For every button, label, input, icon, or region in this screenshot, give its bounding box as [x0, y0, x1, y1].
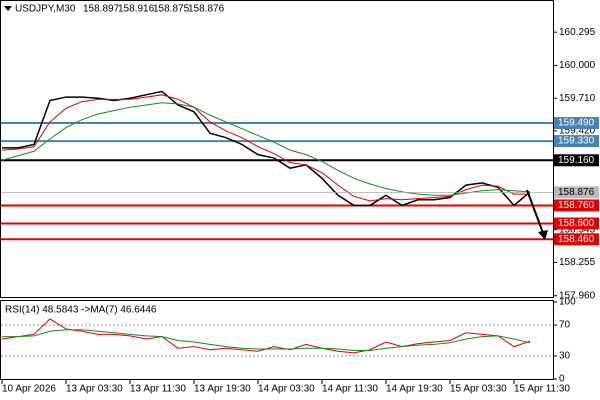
level-box: [554, 117, 599, 130]
y-tick-label: 158.255: [559, 257, 596, 268]
y-tick-label: 157.960: [559, 290, 596, 301]
series-line: [2, 90, 531, 207]
y-tick-label: 160.000: [559, 60, 596, 71]
y-tick-label: 0: [559, 374, 565, 385]
level-label: 159.330: [558, 136, 595, 147]
x-tick-label: 15 Apr 11:30: [514, 384, 570, 395]
low-price: 158.875: [153, 4, 190, 15]
series-line: [1, 102, 531, 196]
x-tick-label: 15 Apr 03:30: [450, 384, 507, 395]
x-tick-label: 14 Apr 11:30: [322, 384, 378, 395]
forecast-arrow: [526, 189, 544, 234]
x-tick-label: 10 Apr 2026: [2, 384, 56, 395]
menu-arrow: [4, 6, 12, 11]
x-tick-label: 13 Apr 11:30: [130, 384, 186, 395]
series-line: [1, 94, 530, 202]
price-frame: [0, 0, 554, 298]
level-box: [554, 135, 599, 148]
level-box: [554, 199, 599, 212]
level-label: 159.160: [558, 155, 595, 166]
rsi-frame: [0, 300, 554, 380]
x-tick-label: 14 Apr 03:30: [258, 384, 315, 395]
level-label: 158.460: [558, 234, 595, 245]
current-price-label: 158.876: [558, 187, 595, 198]
level-box: [554, 233, 599, 246]
x-tick-label: 13 Apr 19:30: [194, 384, 251, 395]
level-label: 159.490: [558, 118, 595, 129]
series-line: [2, 329, 531, 352]
close-price: 158.876: [188, 4, 225, 15]
rsi-title: RSI(14) 48.5843 ->MA(7) 46.6446: [5, 305, 157, 316]
level-box: [554, 217, 599, 230]
open-price: 158.897: [83, 4, 120, 15]
y-tick-label: 30: [559, 351, 571, 362]
level-label: 158.760: [558, 200, 595, 211]
level-label: 158.600: [558, 218, 595, 229]
y-tick-label: 160.295: [559, 27, 596, 38]
y-tick-label: 158.545: [559, 224, 596, 235]
current-price-box: [554, 186, 599, 199]
y-tick-label: 100: [559, 297, 576, 308]
forecast-arrowhead: [538, 230, 548, 240]
series-line: [1, 318, 531, 354]
y-tick-label: 159.710: [559, 93, 596, 104]
x-tick-label: 13 Apr 03:30: [66, 384, 123, 395]
y-tick-label: 70: [559, 320, 571, 331]
y-tick-label: 159.420: [559, 126, 596, 137]
chart-title: USDJPY,M30: [15, 4, 76, 15]
high-price: 158.916: [118, 4, 155, 15]
level-box: [554, 154, 599, 167]
x-tick-label: 14 Apr 19:30: [386, 384, 443, 395]
